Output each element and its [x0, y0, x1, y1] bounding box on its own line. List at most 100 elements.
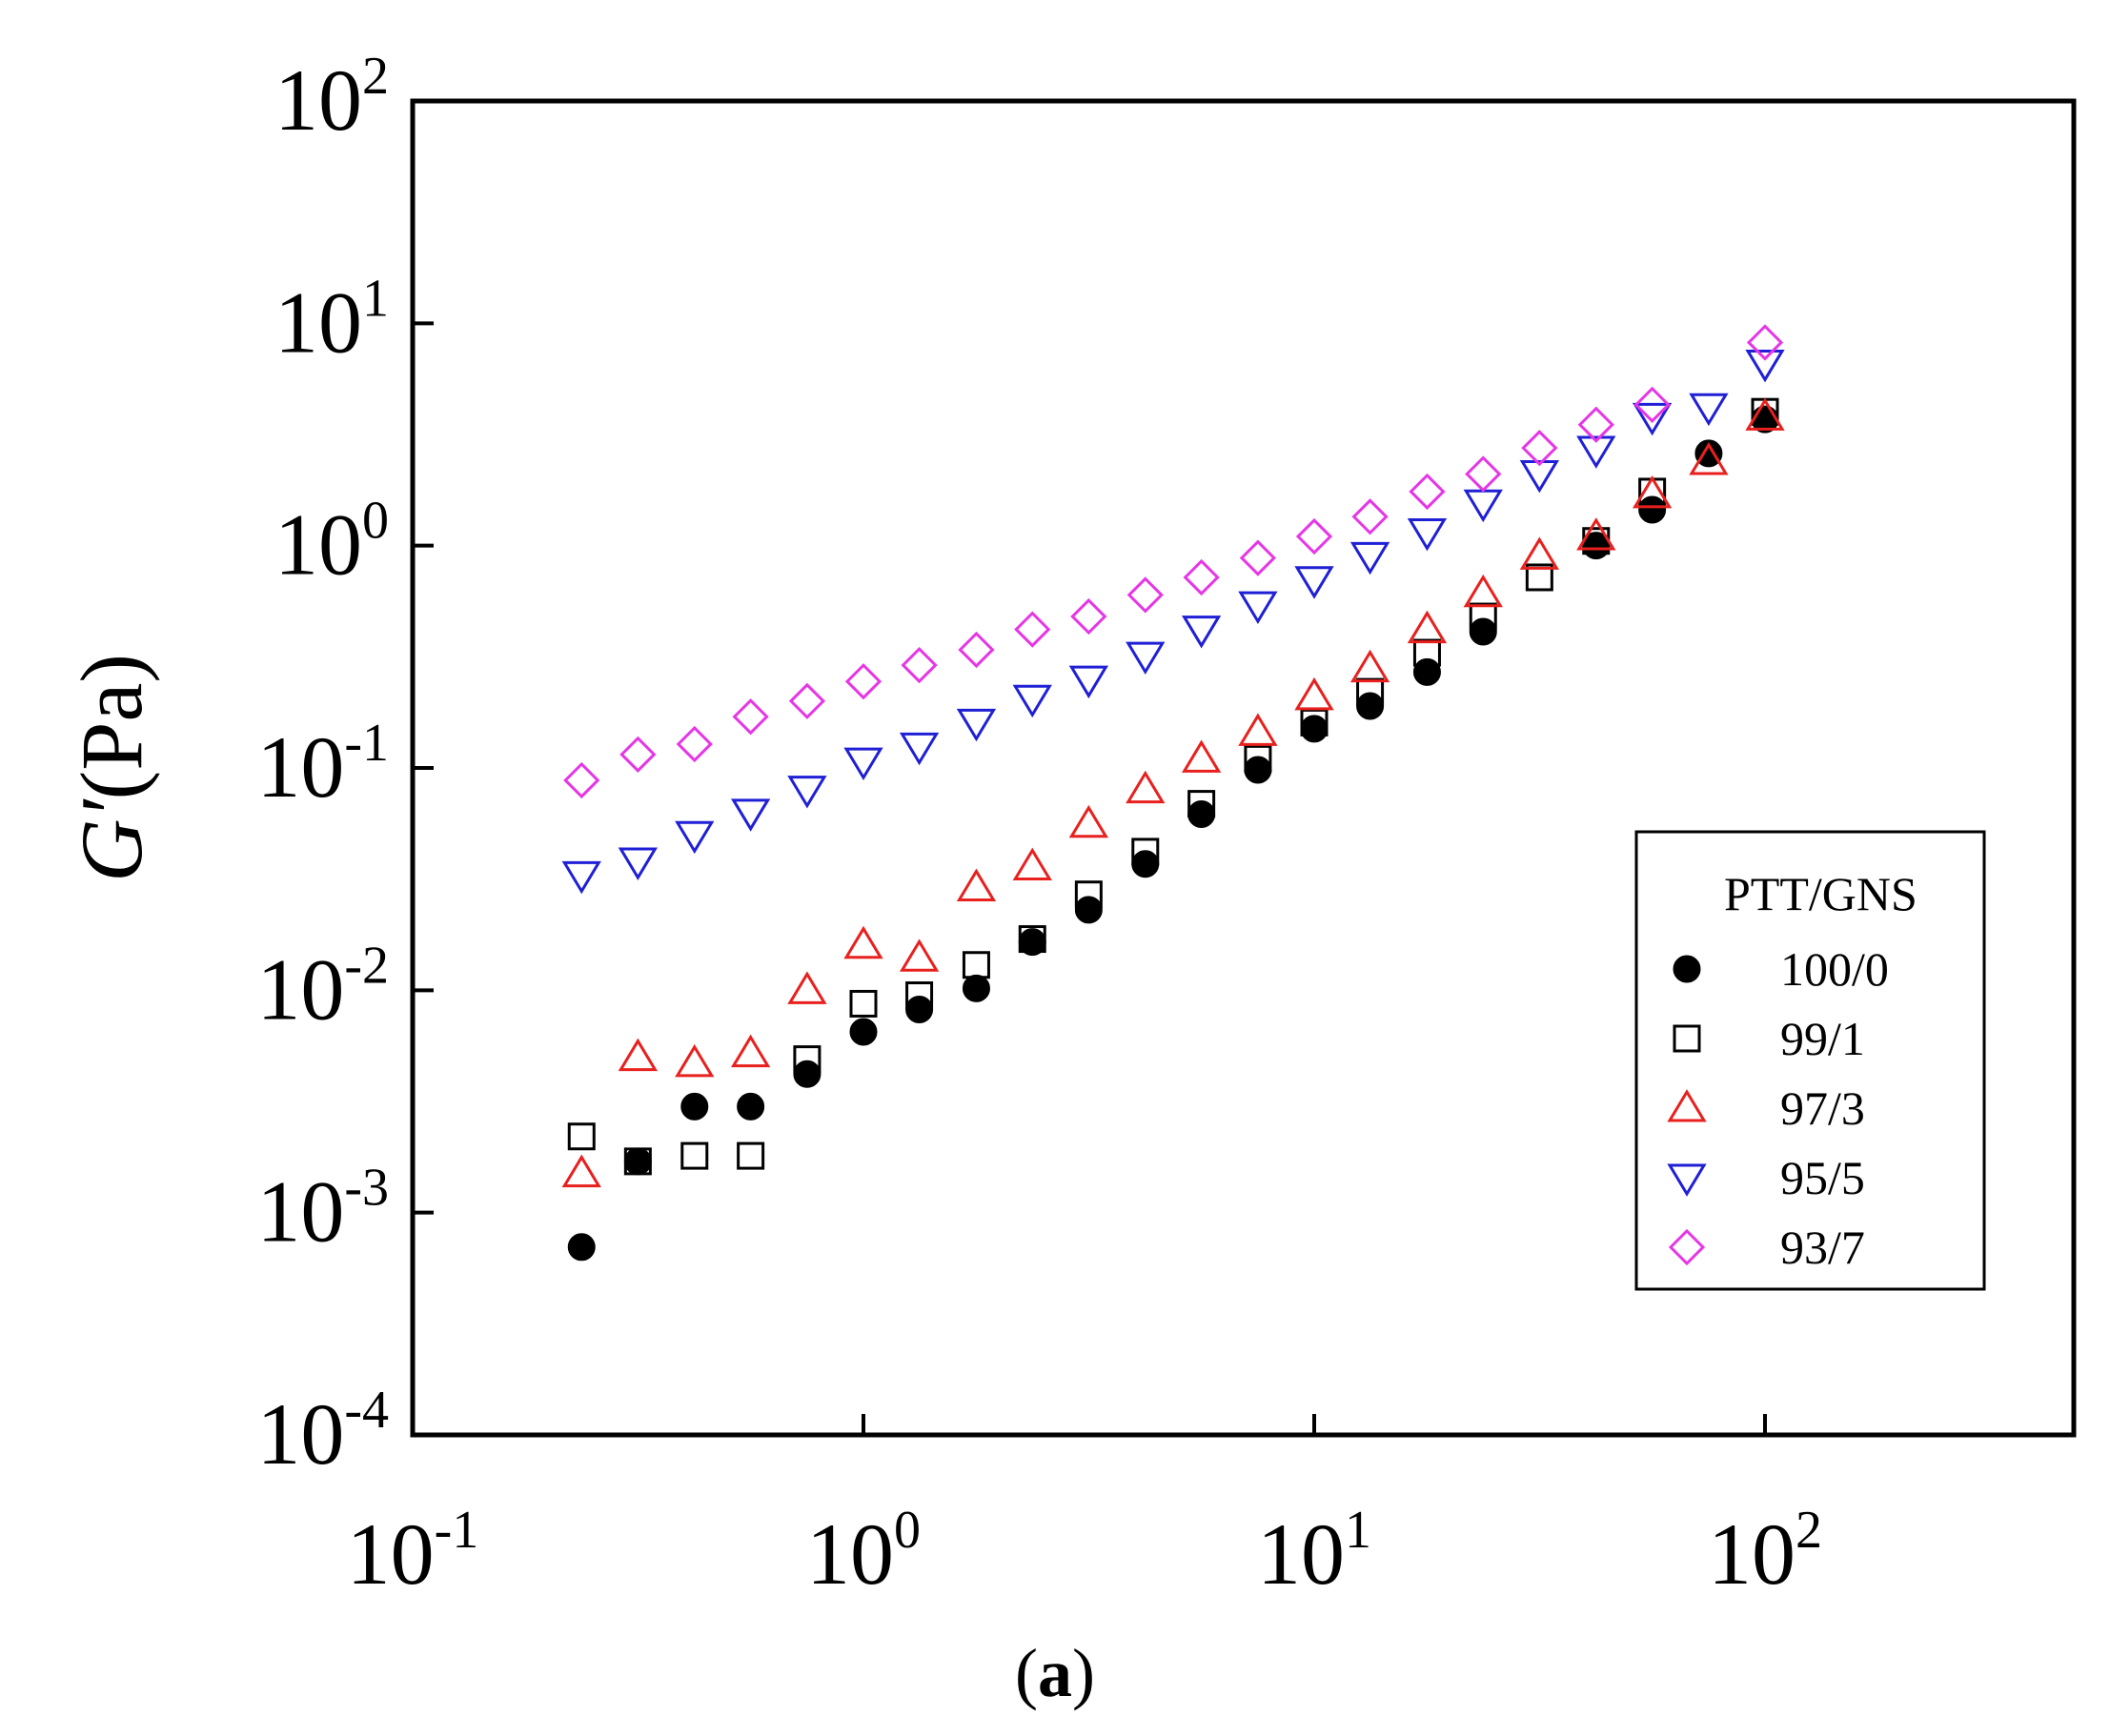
data-point — [1294, 566, 1334, 599]
data-point — [1349, 541, 1390, 575]
data-point — [1356, 677, 1385, 706]
caption-open-paren: ( — [1015, 1635, 1038, 1711]
data-point — [849, 1018, 878, 1046]
data-point — [1074, 880, 1103, 909]
data-point — [618, 1038, 659, 1072]
legend-label: 97/3 — [1780, 1081, 1865, 1135]
data-point — [1187, 790, 1216, 818]
data-point — [1239, 539, 1277, 576]
data-point — [675, 820, 715, 855]
data-point — [962, 974, 990, 1002]
data-point — [1525, 563, 1553, 592]
legend-label: 95/5 — [1780, 1151, 1865, 1204]
series-97-3 — [561, 397, 1785, 1188]
data-point — [1181, 739, 1222, 773]
data-point — [567, 1233, 596, 1262]
data-point — [676, 725, 713, 763]
legend: PTT/GNS 100/0 99/1 97/3 95/5 93/7 — [1634, 830, 1986, 1291]
data-point — [1745, 397, 1785, 431]
data-point — [680, 1092, 709, 1120]
series-95-5 — [561, 349, 1785, 895]
x-tick-label: 100 — [806, 1501, 921, 1603]
y-tick-label-exponent: -2 — [344, 936, 389, 995]
data-point — [1300, 708, 1329, 737]
data-point — [787, 971, 827, 1004]
legend-box — [1634, 830, 1986, 1291]
data-point — [732, 698, 769, 736]
data-point — [1126, 641, 1166, 676]
legend-marker — [1667, 1089, 1707, 1122]
legend-marker — [1673, 1024, 1701, 1053]
data-point — [901, 646, 938, 684]
data-point — [899, 939, 940, 972]
y-tick-label: 10-2 — [256, 936, 389, 1038]
legend-label: 99/1 — [1780, 1012, 1865, 1065]
y-axis-title-unit: (Pa) — [63, 654, 160, 799]
data-point — [680, 1141, 709, 1170]
data-point — [1238, 591, 1278, 625]
data-point — [563, 761, 600, 799]
y-tick-label: 101 — [274, 269, 389, 371]
y-tick-label-exponent: -1 — [344, 714, 389, 773]
x-tick-label-base: 10 — [806, 1505, 894, 1603]
data-point — [1295, 517, 1333, 555]
data-point — [793, 1060, 822, 1088]
legend-items: 100/0 99/1 97/3 95/5 93/7 — [1667, 942, 1889, 1274]
data-point — [788, 682, 826, 719]
data-point — [905, 995, 934, 1023]
data-point — [619, 736, 657, 773]
data-point — [561, 860, 601, 895]
data-point — [1746, 324, 1784, 361]
data-points — [561, 324, 1785, 1262]
x-axis-tick-labels: 10-1 100 101 102 — [347, 1501, 1822, 1603]
data-point — [1469, 602, 1497, 631]
data-point — [1238, 713, 1278, 746]
y-tick-label-base: 10 — [274, 273, 362, 371]
y-tick-label: 100 — [274, 492, 389, 594]
legend-title: PTT/GNS — [1724, 867, 1917, 920]
data-point — [849, 989, 878, 1018]
data-point — [1694, 439, 1723, 468]
data-point — [730, 798, 771, 832]
x-tick-label-base: 10 — [347, 1505, 435, 1603]
data-point — [1014, 611, 1051, 648]
data-point — [1012, 847, 1052, 881]
y-tick-label-base: 10 — [274, 51, 362, 149]
data-point — [958, 631, 995, 669]
data-point — [737, 1141, 765, 1170]
x-tick-label: 102 — [1708, 1501, 1822, 1603]
data-point — [1689, 442, 1729, 475]
y-tick-label: 102 — [274, 47, 389, 149]
data-point — [1294, 676, 1334, 711]
data-point — [1465, 455, 1502, 493]
data-point — [1012, 684, 1052, 718]
data-point — [905, 981, 934, 1010]
data-point — [1018, 925, 1046, 954]
data-point — [1519, 536, 1560, 570]
y-tick-label-exponent: 1 — [362, 269, 389, 328]
y-tick-label-exponent: 0 — [362, 492, 389, 551]
data-point — [730, 1034, 771, 1068]
x-tick-label-base: 10 — [1257, 1505, 1345, 1603]
data-point — [843, 925, 883, 959]
data-point — [899, 732, 940, 766]
legend-label: 100/0 — [1780, 942, 1889, 996]
y-tick-label-base: 10 — [256, 718, 344, 816]
data-point — [843, 747, 883, 781]
axis-ticks — [413, 321, 1767, 1435]
data-point — [1521, 430, 1558, 467]
data-point — [1519, 459, 1560, 494]
data-point — [1068, 665, 1109, 699]
y-tick-label-base: 10 — [256, 1385, 344, 1483]
legend-marker — [1673, 955, 1701, 983]
data-point — [1576, 435, 1616, 469]
data-point — [787, 776, 827, 809]
data-point — [1070, 597, 1107, 636]
data-point — [1576, 517, 1616, 551]
data-point — [962, 951, 990, 979]
y-tick-label: 10-4 — [256, 1381, 389, 1483]
y-tick-label-base: 10 — [256, 940, 344, 1038]
data-point — [1469, 617, 1497, 646]
